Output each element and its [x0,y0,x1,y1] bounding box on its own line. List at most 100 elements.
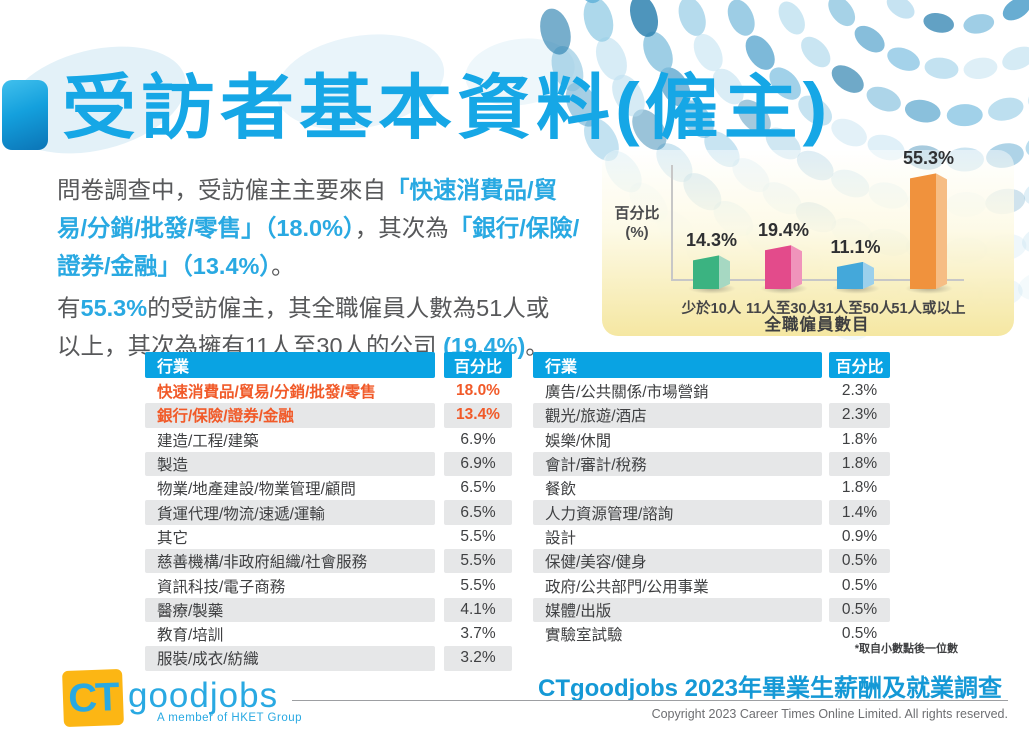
industry-cell: 實驗室試驗 [545,627,623,645]
page-title: 受訪者基本資料(僱主) [62,68,833,148]
p1-highlight-fmcg: 「快速消費品/貿易/分銷/批發/零售」（18.0%） [57,177,558,241]
table-row: 物業/地產建設/物業管理/顧問 6.5% [145,476,500,500]
industry-cell: 物業/地產建設/物業管理/顧問 [157,481,356,499]
chart-x-axis-label: 全職僱員數目 [764,316,870,334]
chart-x-axis [671,279,964,281]
table-header-row: 行業 百分比 [533,352,890,378]
footnote: *取自小數點後一位數 [854,643,958,655]
bar-category-label: 51人或以上 [891,301,966,317]
table-row: 設計 0.9% [533,525,885,549]
table-row: 建造/工程/建築 6.9% [145,428,500,452]
industry-cell: 設計 [545,529,577,547]
bar-value-label: 11.1% [830,236,881,257]
industry-cell: 服裝/成衣/紡織 [145,646,435,671]
industry-cell: 資訊科技/電子商務 [157,578,286,596]
industry-cell: 醫療/製藥 [145,597,435,622]
bar-51人或以上: 55.3% 51人或以上 [891,148,965,317]
p2-highlight-55: 55.3% [80,295,148,321]
chart-y-axis-label: 百分比 (%) [614,205,660,241]
logo-member-text: A member of HKET Group [157,712,303,724]
p2-text: 有 [57,295,81,321]
table-row: 保健/美容/健身 0.5% [533,549,890,574]
percentage-cell: 2.3% [829,403,890,428]
bar-category-label: 11人至30人 [746,301,821,317]
percentage-cell: 0.9% [841,527,878,545]
percentage-cell: 13.4% [444,403,512,428]
industry-table-left: 行業 百分比快速消費品/貿易/分銷/批發/零售 18.0% 銀行/保險/證券/金融 13… [145,352,512,671]
percentage-cell: 6.5% [444,500,512,525]
bar-value-label: 55.3% [902,148,955,169]
table-header-row: 行業 百分比 [145,352,512,378]
industry-cell: 製造 [145,451,435,477]
percentage-cell: 3.7% [460,625,496,643]
table-row: 服裝/成衣/紡織 3.2% [145,646,512,671]
industry-cell: 娛樂/休閒 [545,432,612,450]
percentage-cell: 6.5% [460,479,496,497]
bar-value-label: 19.4% [757,220,810,241]
survey-title: CTgoodjobs 2023年畢業生薪酬及就業調查 [537,675,1003,702]
industry-cell: 媒體/出版 [533,597,822,622]
percentage-cell: 5.5% [460,576,496,594]
p1-text: 問卷調查中，受訪僱主主要來自 [57,177,386,203]
industry-cell: 其它 [157,529,189,547]
table-row: 銀行/保險/證券/金融 13.4% [145,403,512,428]
intro-paragraph-1: 問卷調查中，受訪僱主主要來自「快速消費品/貿易/分銷/批發/零售」（18.0%）… [57,171,585,285]
industry-cell: 慈善機構/非政府組織/社會服務 [145,549,435,574]
industry-cell: 建造/工程/建築 [157,432,259,450]
bar-11人至30人: 19.4% 11人至30人 [746,220,821,317]
percentage-cell: 6.9% [444,451,512,477]
percentage-cell: 5.5% [460,527,496,545]
industry-cell: 會計/審計/稅務 [533,451,822,477]
percentage-cell: 3.2% [444,646,512,671]
percentage-header: 百分比 [829,352,890,378]
percentage-cell: 5.5% [444,549,512,574]
percentage-cell: 0.5% [829,597,890,622]
bar-category-label: 少於10人 [681,301,742,317]
table-row: 醫療/製藥 4.1% [145,597,512,622]
industry-cell: 餐飲 [545,481,577,499]
percentage-cell: 1.8% [841,430,878,448]
industry-cell: 人力資源管理/諮詢 [533,500,822,525]
bar-31人至50人: 11.1% 31人至50人 [818,237,894,317]
table-row: 廣告/公共關係/市場營銷 2.3% [533,379,885,403]
percentage-cell: 1.8% [829,451,890,477]
p1-highlight-banking: 「銀行/保險/證券/金融」（13.4%） [57,215,580,279]
p1-text2: ，其次為 [354,215,449,241]
table-row: 餐飲 1.8% [533,476,885,500]
table-row: 資訊科技/電子商務 5.5% [145,573,500,597]
table-row: 會計/審計/稅務 1.8% [533,451,890,477]
percentage-header: 百分比 [444,352,512,378]
bar-value-label: 14.3% [685,230,738,251]
table-row: 觀光/旅遊/酒店 2.3% [533,403,890,428]
industry-cell: 快速消費品/貿易/分銷/批發/零售 [157,384,376,402]
table-row: 其它 5.5% [145,525,500,549]
industry-cell: 政府/公共部門/公用事業 [545,578,709,596]
industry-cell: 教育/培訓 [157,627,224,645]
footer-divider [292,700,1008,701]
ctgoodjobs-logo-icon: CT [62,668,124,728]
table-row: 製造 6.9% [145,451,512,477]
percentage-cell: 0.5% [841,576,878,594]
percentage-cell: 6.9% [460,430,496,448]
industry-cell: 觀光/旅遊/酒店 [533,403,822,428]
bar-少於10人: 14.3% 少於10人 [682,230,742,317]
percentage-cell: 0.5% [829,549,890,574]
title-accent-square [2,80,48,150]
table-row: 娛樂/休閒 1.8% [533,428,885,452]
table-row: 貨運代理/物流/速遞/運輸 6.5% [145,500,512,525]
bar-category-label: 31人至50人 [817,301,894,317]
industry-cell: 貨運代理/物流/速遞/運輸 [145,500,435,525]
industry-cell: 銀行/保險/證券/金融 [145,403,435,428]
logo-ct-text: CT [67,674,119,721]
industry-table-right: 行業 百分比 廣告/公共關係/市場營銷 2.3% 觀光/旅遊/酒店 2.3% 娛樂/休閒 1.… [533,352,890,646]
table-row: 媒體/出版 0.5% [533,597,890,622]
percentage-cell: 18.0% [456,382,500,400]
industry-cell: 保健/美容/健身 [533,549,822,574]
table-row: 實驗室試驗 0.5% [533,622,885,646]
percentage-cell: 0.5% [841,625,878,643]
p1-text3: 。 [271,253,295,279]
percentage-cell: 2.3% [841,382,878,400]
percentage-cell: 4.1% [444,597,512,622]
logo-goodjobs-text: goodjobs [128,676,279,715]
table-row: 政府/公共部門/公用事業 0.5% [533,573,885,597]
